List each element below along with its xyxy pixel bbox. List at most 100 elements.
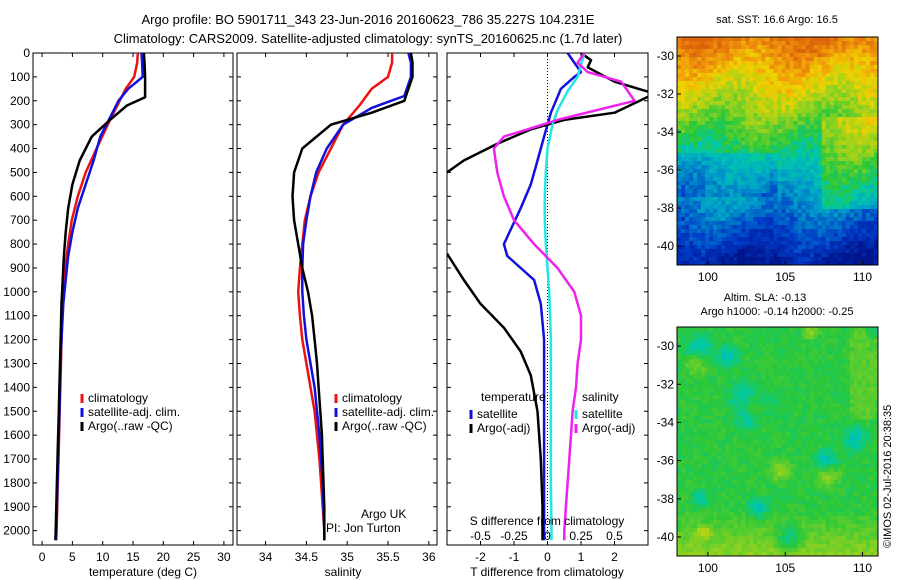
- sla-map-cell: [813, 351, 819, 356]
- sla-map-cell: [693, 471, 698, 477]
- sla-map-cell: [677, 451, 682, 457]
- sst-map-cell: [693, 225, 698, 230]
- sla-map-cell: [717, 351, 722, 356]
- sla-map-cell: [773, 395, 779, 400]
- sla-map-cell: [869, 351, 875, 356]
- sla-map-cell: [833, 451, 839, 457]
- sla-map-cell: [785, 371, 791, 376]
- sla-map-cell: [773, 379, 779, 384]
- sla-map-cell: [777, 383, 783, 388]
- sla-map-cell: [713, 471, 718, 477]
- sla-map-cell: [689, 355, 694, 360]
- sla-map-cell: [857, 443, 863, 449]
- sst-map-cell: [705, 225, 710, 230]
- sst-map-cell: [853, 229, 859, 234]
- sst-map-cell: [745, 121, 750, 126]
- sst-map-cell: [745, 245, 750, 250]
- sst-map-cell: [697, 125, 702, 130]
- sla-map-cell: [757, 351, 763, 356]
- sst-map-cell: [729, 93, 734, 98]
- sla-map-cell: [837, 455, 843, 461]
- sst-map-cell: [817, 121, 823, 126]
- sla-map-cell: [829, 351, 835, 356]
- sst-map-cell: [837, 169, 843, 174]
- sst-map-cell: [725, 177, 730, 182]
- sst-map-cell: [789, 261, 795, 265]
- sla-map-cell: [817, 443, 823, 449]
- sla-map-cell: [761, 347, 767, 352]
- sla-map-cell: [853, 403, 859, 408]
- sla-map-cell: [721, 419, 726, 425]
- sla-map-cell: [781, 459, 787, 465]
- sla-map-cell: [821, 387, 827, 392]
- sla-map-cell: [825, 447, 831, 453]
- sla-map-cell: [761, 331, 767, 336]
- sla-map-cell: [841, 419, 847, 425]
- sst-map-cell: [825, 225, 831, 230]
- sst-map-cell: [689, 189, 694, 194]
- sst-map-cell: [713, 53, 718, 58]
- sla-map-cell: [841, 399, 847, 404]
- sla-map-cell: [757, 363, 763, 368]
- depth-tick-label: 1600: [3, 428, 30, 442]
- sst-map-cell: [869, 89, 875, 94]
- sst-map-cell: [729, 73, 734, 78]
- sla-map-cell: [785, 363, 791, 368]
- sla-map-cell: [749, 387, 754, 392]
- sst-map-cell: [797, 193, 803, 198]
- sla-map-cell: [729, 351, 734, 356]
- sla-map-cell: [729, 355, 734, 360]
- sst-map-cell: [857, 249, 863, 254]
- sla-map-cell: [781, 351, 787, 356]
- sst-map-cell: [853, 113, 859, 118]
- sst-map-cell: [677, 149, 682, 154]
- sst-map-cell: [709, 173, 714, 178]
- sst-map-cell: [781, 157, 787, 162]
- sst-map-cell: [861, 93, 867, 98]
- sla-map-cell: [853, 463, 859, 469]
- sst-map-cell: [745, 193, 750, 198]
- sst-map-cell: [733, 241, 738, 246]
- sst-map-cell: [781, 217, 787, 222]
- sla-map-cell: [793, 367, 799, 372]
- sla-map-cell: [861, 371, 867, 376]
- sst-map-cell: [741, 89, 746, 94]
- sst-map-cell: [705, 57, 710, 62]
- sst-map-cell: [745, 41, 750, 46]
- sst-map-cell: [849, 41, 855, 46]
- sla-map-cell: [693, 463, 698, 469]
- sla-map-cell: [721, 371, 726, 376]
- sla-map-cell: [845, 435, 851, 441]
- sst-map-cell: [689, 241, 694, 246]
- sla-map-cell: [809, 351, 815, 356]
- sst-map-cell: [817, 185, 823, 190]
- sst-map-cell: [789, 177, 795, 182]
- sst-map-cell: [713, 153, 718, 158]
- sla-map-cell: [805, 427, 811, 433]
- sla-map-cell: [733, 383, 738, 388]
- sla-map-cell: [813, 383, 819, 388]
- sla-map-cell: [777, 363, 783, 368]
- sst-map-cell: [749, 145, 754, 150]
- sst-map-cell: [861, 169, 867, 174]
- sst-map-cell: [681, 113, 686, 118]
- sst-map-cell: [801, 141, 807, 146]
- sst-map-cell: [849, 157, 855, 162]
- sst-map-cell: [709, 73, 714, 78]
- sst-map-cell: [857, 213, 863, 218]
- sst-map-cell: [809, 249, 815, 254]
- sst-map-cell: [777, 149, 783, 154]
- sst-map-cell: [709, 225, 714, 230]
- sla-map-cell: [789, 375, 795, 380]
- sla-map-cell: [765, 379, 771, 384]
- sla-map-cell: [833, 391, 839, 396]
- sla-map-cell: [845, 383, 851, 388]
- sla-map-cell: [681, 399, 686, 404]
- sst-map-cell: [741, 205, 746, 210]
- sst-map-cell: [801, 181, 807, 186]
- sst-map-cell: [845, 177, 851, 182]
- sst-map-cell: [789, 145, 795, 150]
- sst-map-cell: [737, 197, 742, 202]
- sla-map-cell: [829, 399, 835, 404]
- sla-map-cell: [681, 351, 686, 356]
